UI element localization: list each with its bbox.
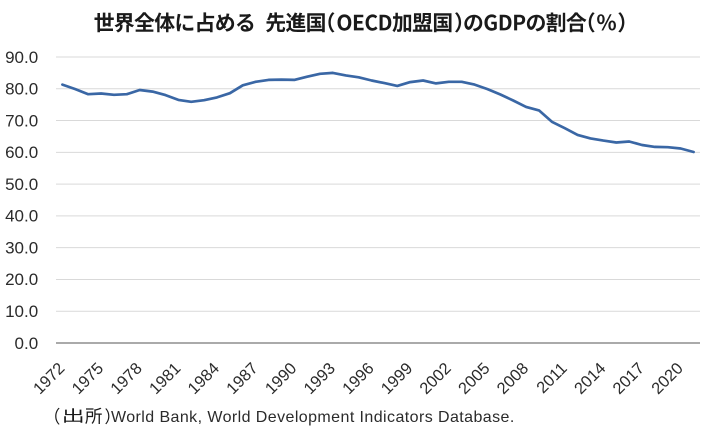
svg-text:World Bank, World Development: World Bank, World Development Indicators… — [111, 409, 515, 426]
svg-text:10.0: 10.0 — [5, 302, 38, 321]
svg-text:30.0: 30.0 — [5, 239, 38, 258]
svg-text:60.0: 60.0 — [5, 143, 38, 162]
svg-text:50.0: 50.0 — [5, 175, 38, 194]
svg-text:80.0: 80.0 — [5, 80, 38, 99]
svg-text:20.0: 20.0 — [5, 270, 38, 289]
svg-text:90.0: 90.0 — [5, 48, 38, 67]
svg-text:40.0: 40.0 — [5, 207, 38, 226]
svg-text:0.0: 0.0 — [15, 334, 39, 353]
svg-text:70.0: 70.0 — [5, 111, 38, 130]
